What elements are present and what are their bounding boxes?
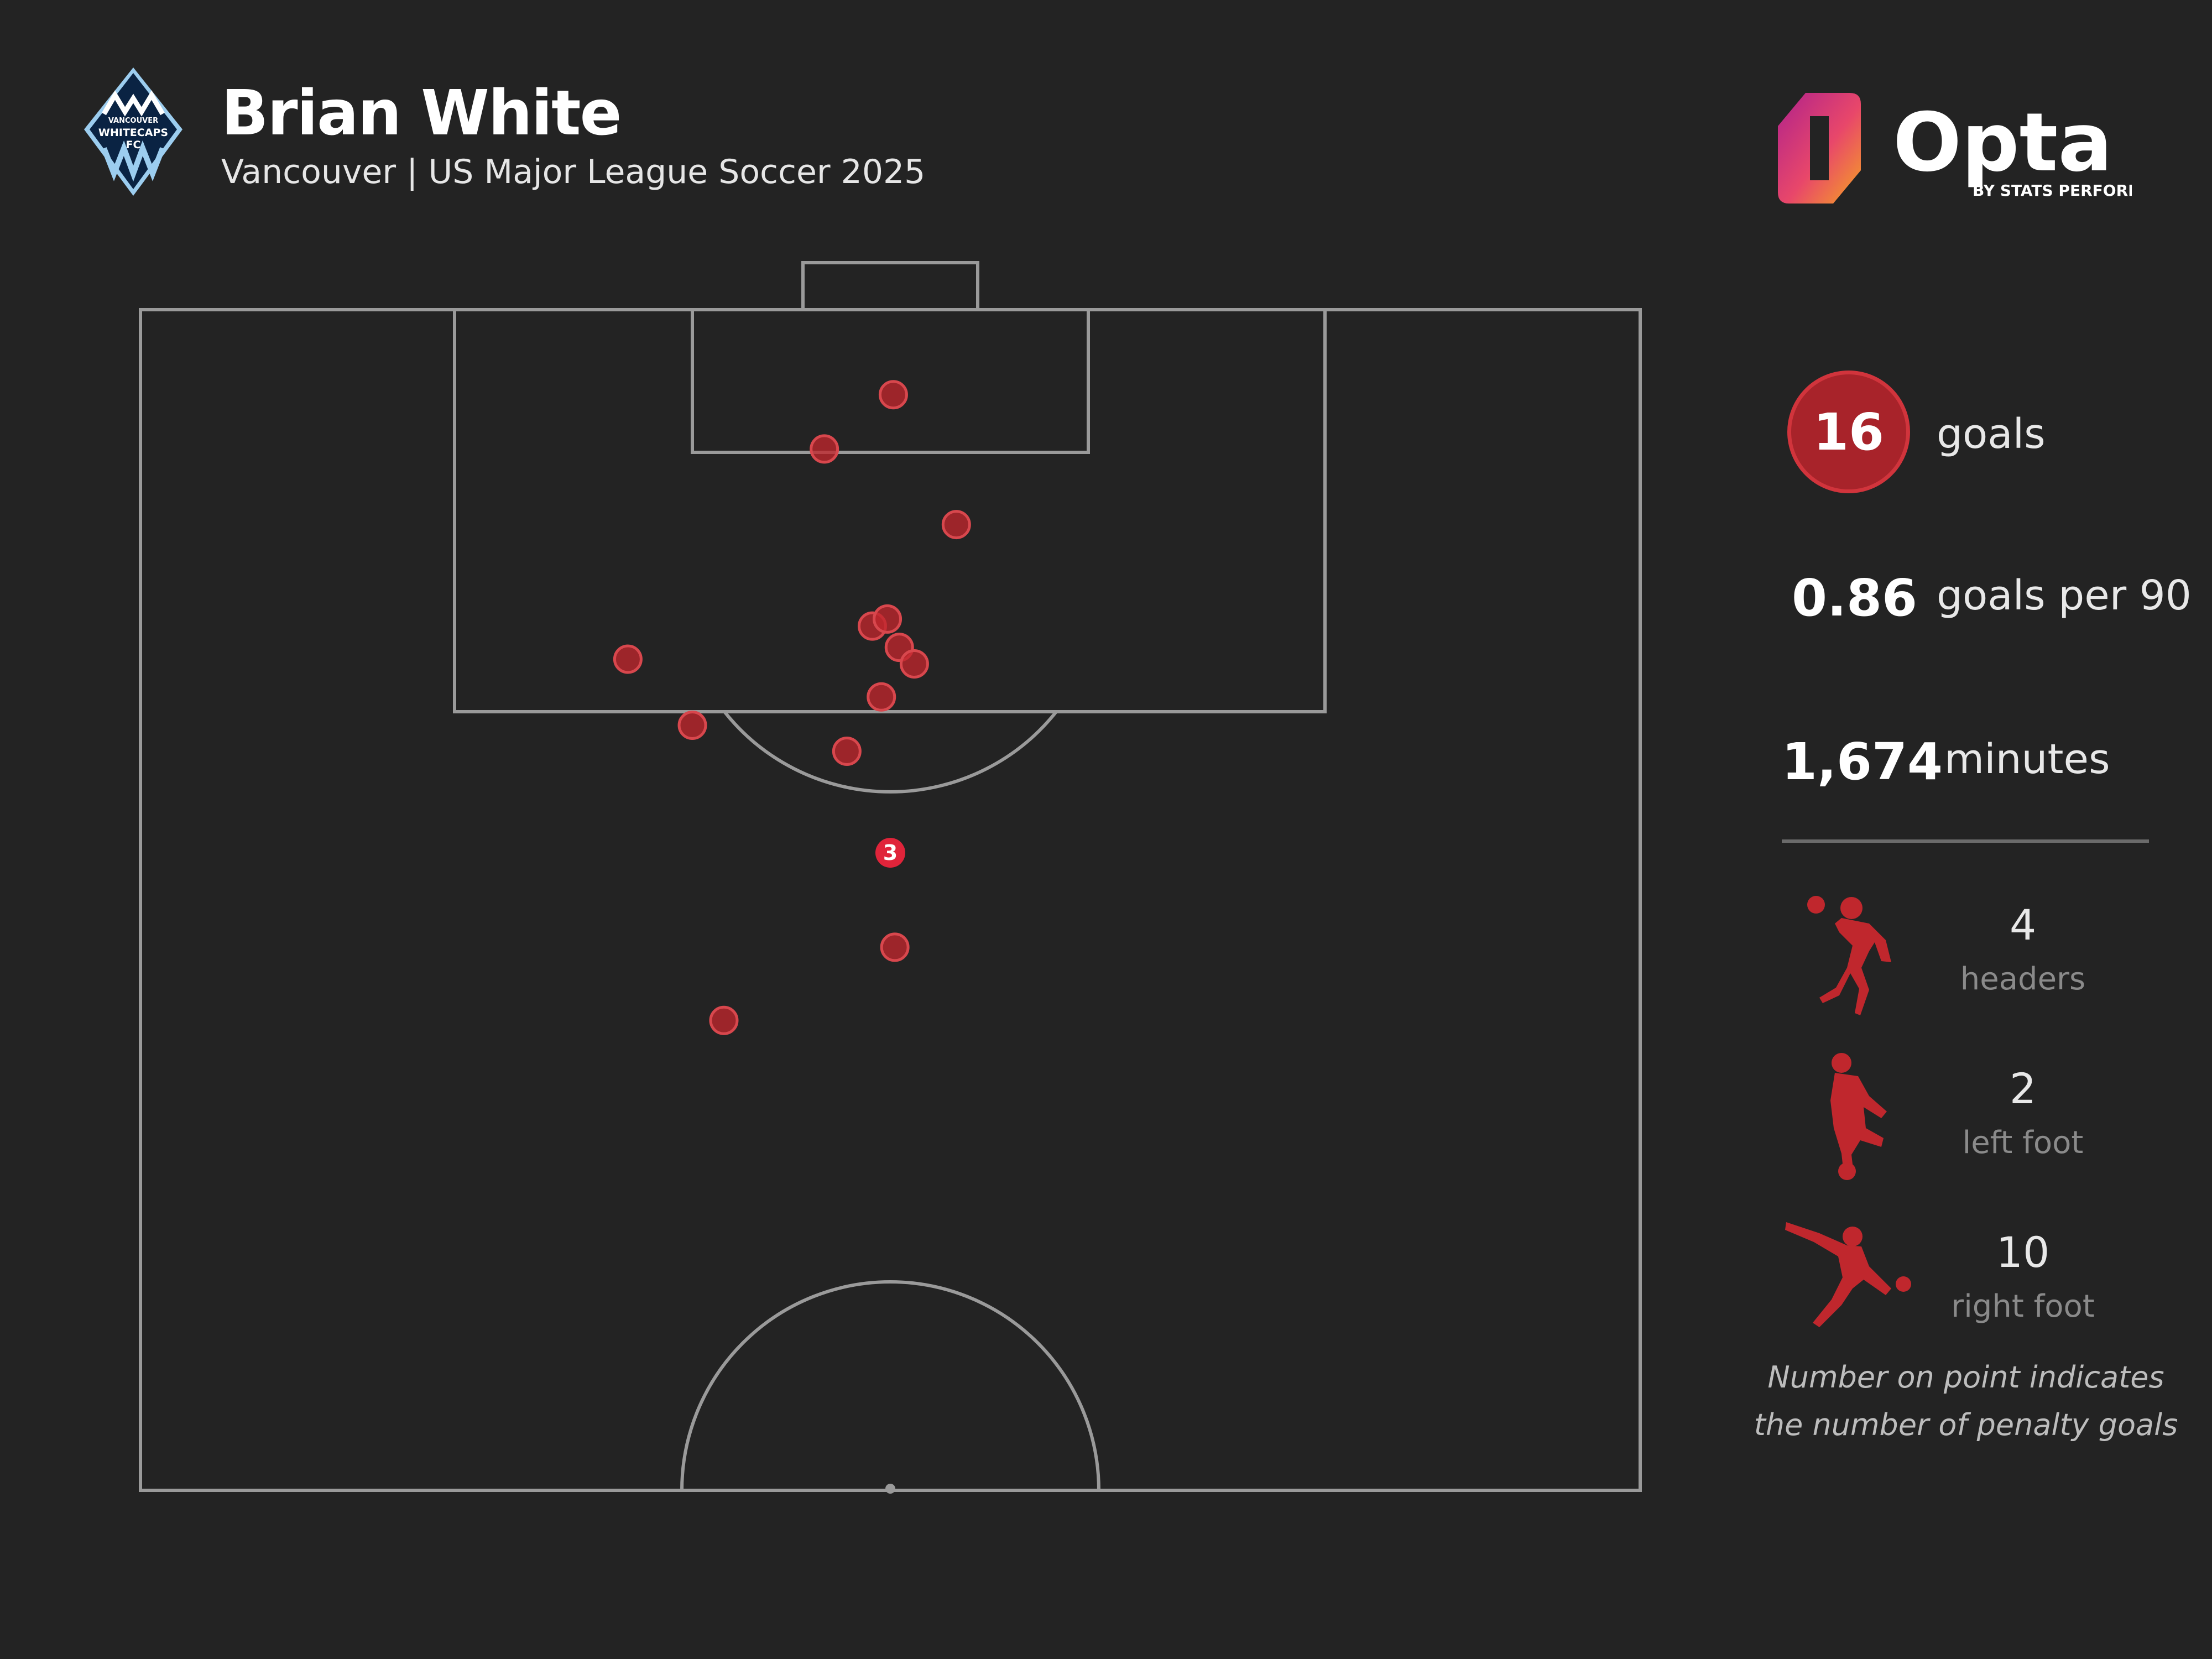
minutes-label: minutes: [1944, 735, 2110, 783]
goal-point: [709, 1005, 739, 1035]
left-foot-value: 2: [2009, 1064, 2037, 1113]
penalty-note-line-1: Number on point indicates: [1767, 1360, 2164, 1395]
headers-label: headers: [1960, 961, 2086, 997]
crest-line-2: WHITECAPS: [98, 127, 168, 139]
goal-frame: [801, 261, 979, 311]
crest-line-1: VANCOUVER: [108, 117, 158, 125]
goal-point: [613, 644, 643, 674]
right-foot-label: right foot: [1951, 1288, 2095, 1324]
goal-markers: 3: [613, 380, 971, 1035]
goal-point: [832, 736, 862, 766]
goal-point: [867, 682, 896, 712]
penalty-count-label: 3: [883, 841, 898, 865]
opta-wordmark: Opta: [1893, 96, 2112, 190]
goals-value: 16: [1813, 402, 1885, 462]
goal-point: [677, 711, 707, 740]
player-subtitle: Vancouver | US Major League Soccer 2025: [221, 153, 926, 191]
goal-point: [880, 932, 910, 962]
headers-value: 4: [2009, 900, 2037, 950]
goal-point: [941, 510, 971, 540]
goal-point: [878, 380, 908, 410]
penalty-note: Number on point indicates the number of …: [1747, 1354, 2184, 1449]
club-crest-icon: VANCOUVER WHITECAPS FC: [84, 67, 182, 196]
six-yard-box: [691, 308, 1090, 454]
divider: [1782, 839, 2149, 843]
opta-subtext: BY STATS PERFORM: [1973, 181, 2132, 200]
goal-point: [899, 649, 929, 679]
goal-point: [810, 434, 839, 464]
right-foot-player-icon: [1785, 1222, 1911, 1327]
opta-logo: Opta BY STATS PERFORM: [1778, 93, 2132, 204]
player-name: Brian White: [221, 77, 622, 149]
penalty-arc: [723, 711, 1058, 794]
minutes-value: 1,674: [1782, 732, 1943, 791]
header-player-icon: [1807, 896, 1891, 1015]
goals-badge: 16: [1787, 371, 1910, 493]
penalty-marker: [875, 838, 905, 868]
left-foot-label: left foot: [1962, 1125, 2084, 1161]
centre-circle-half: [680, 1280, 1100, 1491]
pitch-lines: [139, 261, 1642, 1492]
crest-line-3: FC: [126, 139, 141, 151]
left-foot-player-icon: [1830, 1053, 1887, 1180]
goals-label: goals: [1937, 410, 2046, 458]
goal-point: [873, 604, 902, 634]
goals-per-90-label: goals per 90: [1937, 572, 2192, 619]
right-foot-value: 10: [1996, 1228, 2050, 1277]
centre-spot: [885, 1484, 895, 1494]
goals-per-90-value: 0.86: [1792, 568, 1917, 628]
pitch-outline: [139, 308, 1642, 1492]
penalty-goal-point: 3: [875, 838, 905, 868]
penalty-note-line-2: the number of penalty goals: [1754, 1407, 2178, 1442]
